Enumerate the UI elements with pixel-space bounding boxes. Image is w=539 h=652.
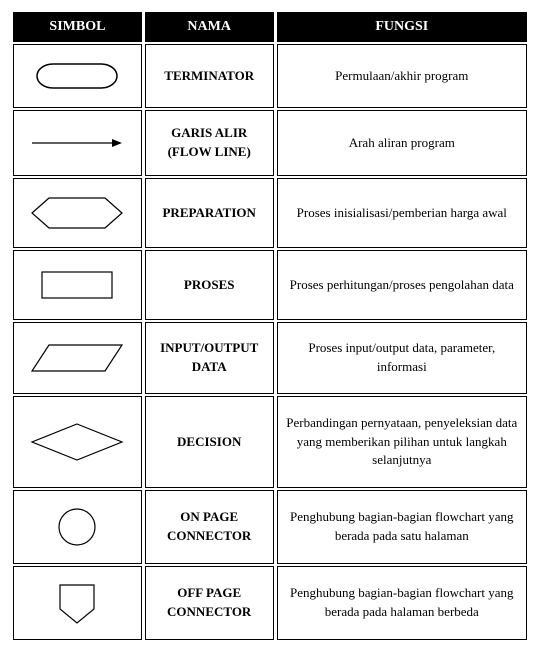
symbol-function: Proses inisialisasi/pemberian harga awal bbox=[277, 178, 527, 248]
table-row: GARIS ALIR (FLOW LINE)Arah aliran progra… bbox=[13, 110, 527, 176]
symbol-name: PREPARATION bbox=[145, 178, 274, 248]
symbol-function: Proses input/output data, parameter, inf… bbox=[277, 322, 527, 394]
symbol-name: OFF PAGE CONNECTOR bbox=[145, 566, 274, 640]
col-header-fungsi: FUNGSI bbox=[277, 12, 527, 42]
table-row: OFF PAGE CONNECTORPenghubung bagian-bagi… bbox=[13, 566, 527, 640]
symbol-function: Permulaan/akhir program bbox=[277, 44, 527, 108]
symbol-name: PROSES bbox=[145, 250, 274, 320]
col-header-simbol: SIMBOL bbox=[13, 12, 142, 42]
symbol-function: Penghubung bagian-bagian flowchart yang … bbox=[277, 490, 527, 564]
table-row: INPUT/OUTPUT DATAProses input/output dat… bbox=[13, 322, 527, 394]
preparation-hexagon-icon bbox=[13, 178, 142, 248]
table-row: TERMINATORPermulaan/akhir program bbox=[13, 44, 527, 108]
symbol-function: Proses perhitungan/proses pengolahan dat… bbox=[277, 250, 527, 320]
symbol-name: ON PAGE CONNECTOR bbox=[145, 490, 274, 564]
flow-line-icon bbox=[13, 110, 142, 176]
symbol-name: DECISION bbox=[145, 396, 274, 488]
table-row: PROSESProses perhitungan/proses pengolah… bbox=[13, 250, 527, 320]
symbol-function: Penghubung bagian-bagian flowchart yang … bbox=[277, 566, 527, 640]
decision-diamond-icon bbox=[13, 396, 142, 488]
process-rect-icon bbox=[13, 250, 142, 320]
symbol-function: Arah aliran program bbox=[277, 110, 527, 176]
symbol-name: INPUT/OUTPUT DATA bbox=[145, 322, 274, 394]
table-row: PREPARATIONProses inisialisasi/pemberian… bbox=[13, 178, 527, 248]
table-row: DECISIONPerbandingan pernyataan, penyele… bbox=[13, 396, 527, 488]
flowchart-symbols-table-wrapper: SIMBOL NAMA FUNGSI TERMINATORPermulaan/a… bbox=[10, 10, 530, 642]
table-header-row: SIMBOL NAMA FUNGSI bbox=[13, 12, 527, 42]
symbol-name: TERMINATOR bbox=[145, 44, 274, 108]
table-row: ON PAGE CONNECTORPenghubung bagian-bagia… bbox=[13, 490, 527, 564]
onpage-circle-icon bbox=[13, 490, 142, 564]
offpage-connector-icon bbox=[13, 566, 142, 640]
symbol-function: Perbandingan pernyataan, penyeleksian da… bbox=[277, 396, 527, 488]
symbol-name: GARIS ALIR (FLOW LINE) bbox=[145, 110, 274, 176]
col-header-nama: NAMA bbox=[145, 12, 274, 42]
flowchart-symbols-table: SIMBOL NAMA FUNGSI TERMINATORPermulaan/a… bbox=[10, 10, 530, 642]
terminator-icon bbox=[13, 44, 142, 108]
io-parallelogram-icon bbox=[13, 322, 142, 394]
